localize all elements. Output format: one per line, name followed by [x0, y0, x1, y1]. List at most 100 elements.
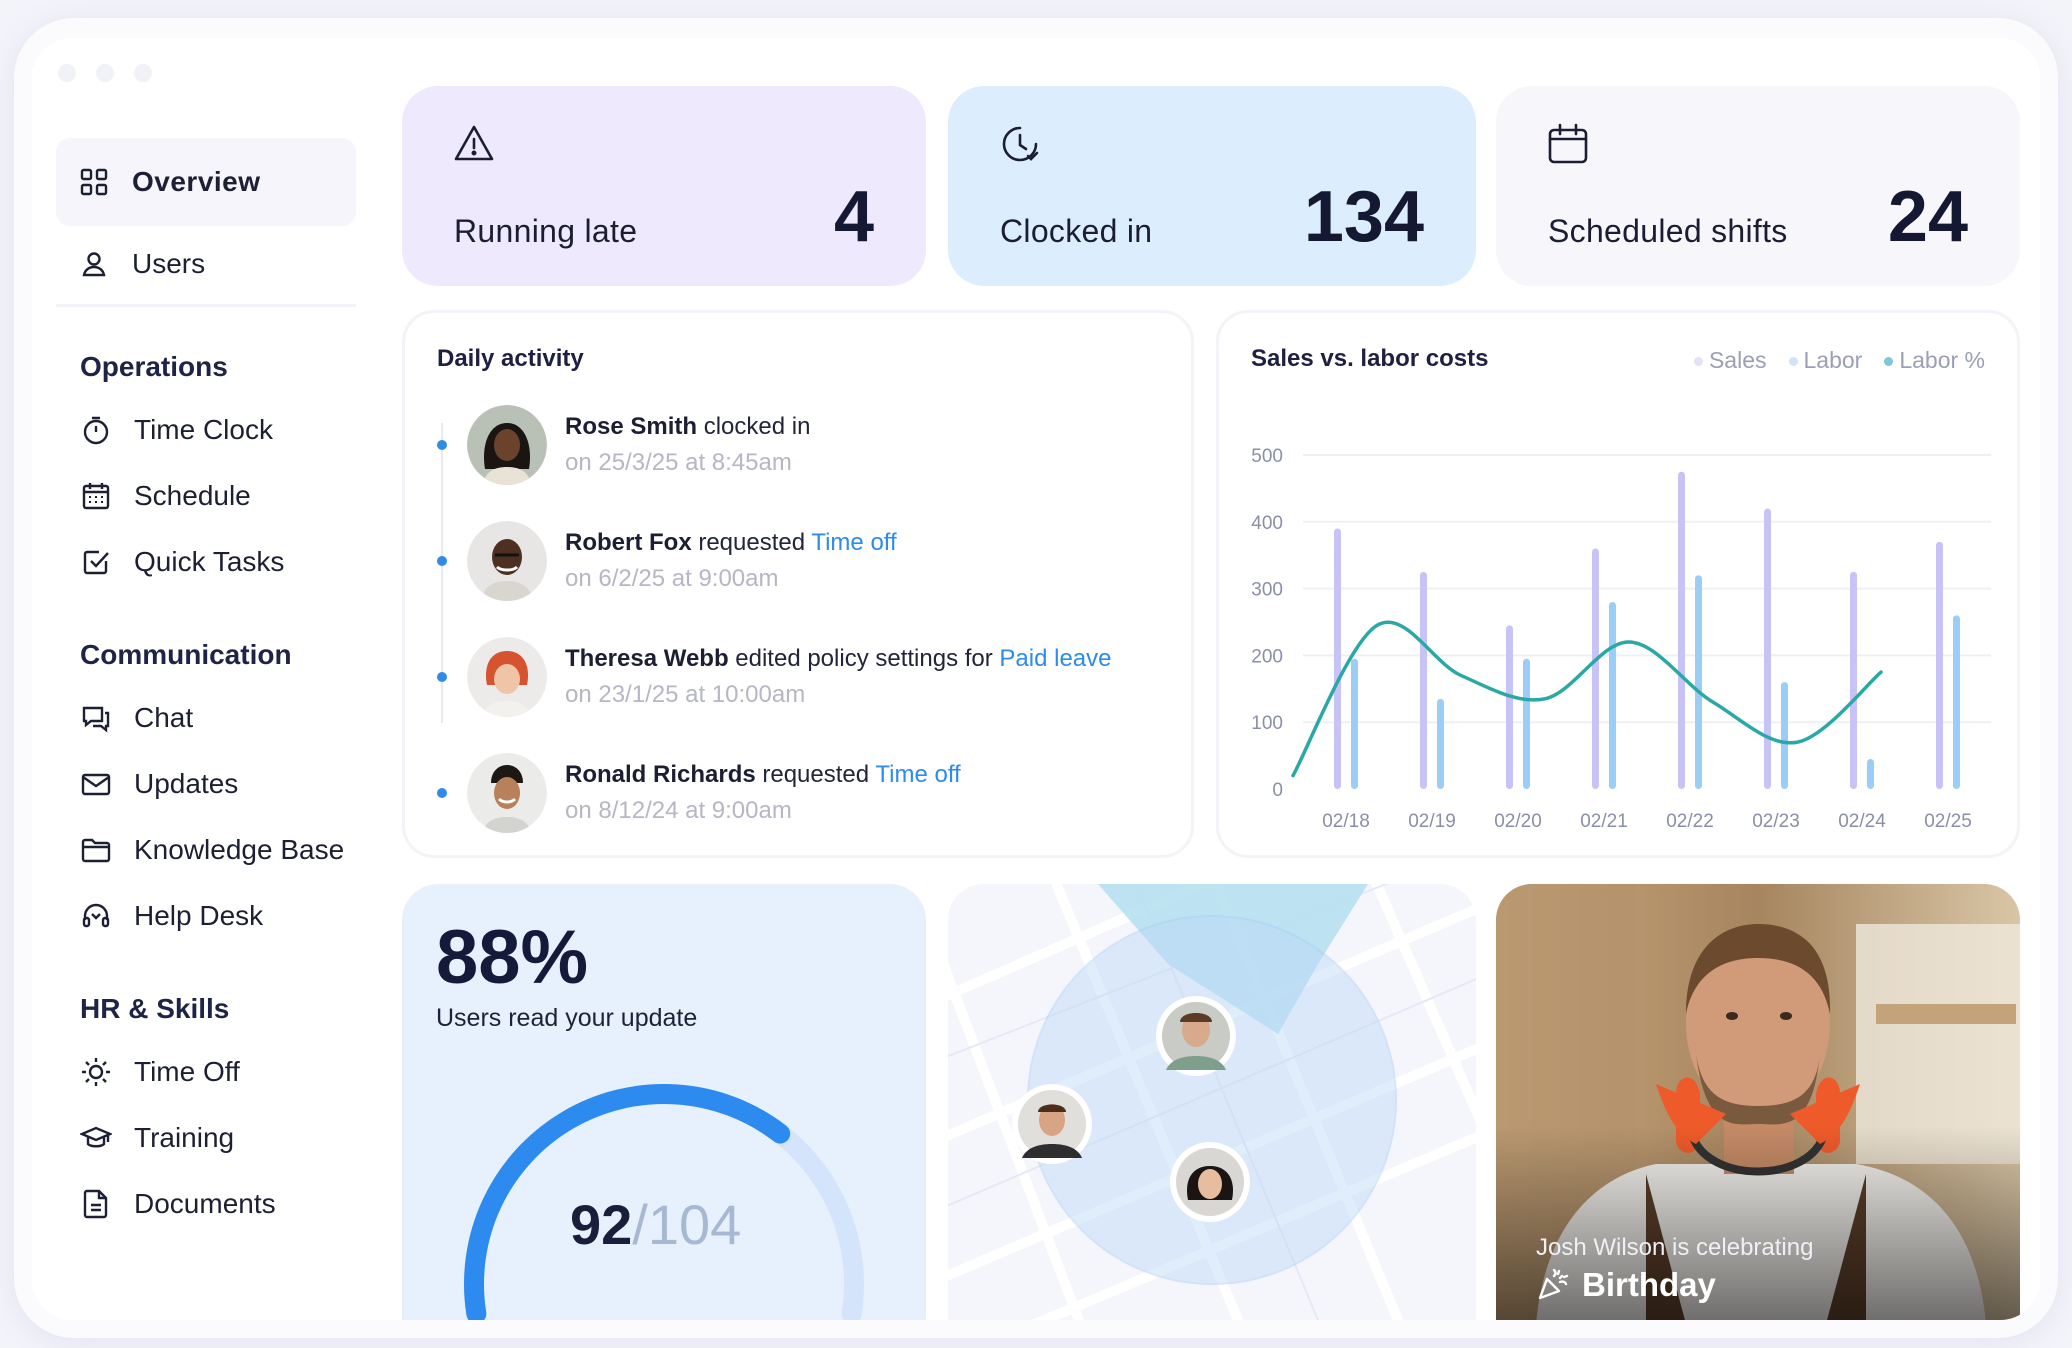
legend-item-sales[interactable]: Sales	[1693, 347, 1767, 374]
checkbox-icon	[83, 550, 109, 575]
sun-icon	[82, 1058, 110, 1086]
activity-link-time-off[interactable]: Time off	[875, 761, 961, 788]
read-update-card[interactable]: 88% Users read your update 92/104	[402, 884, 926, 1320]
bar-labor	[1781, 682, 1788, 789]
sidebar-item-documents[interactable]: Documents	[56, 1171, 356, 1237]
stat-card-scheduled-shifts[interactable]: Scheduled shifts 24	[1496, 86, 2020, 286]
birthday-caption: Josh Wilson is celebrating	[1536, 1234, 1814, 1261]
y-tick-label: 500	[1251, 446, 1283, 467]
mail-icon	[81, 773, 111, 796]
map-avatar-2[interactable]	[1012, 1084, 1092, 1164]
avatar-ronald-richards[interactable]	[467, 753, 547, 833]
activity-date: on 6/2/25 at 9:00am	[565, 565, 779, 592]
birthday-card[interactable]: Josh Wilson is celebrating Birthday	[1496, 884, 2020, 1320]
sidebar-item-chat[interactable]: Chat	[56, 685, 356, 751]
window-dot-close[interactable]	[58, 64, 76, 82]
sidebar-item-updates[interactable]: Updates	[56, 751, 356, 817]
activity-user-name: Theresa Webb	[565, 645, 729, 672]
avatar-robert-fox[interactable]	[467, 521, 547, 601]
headset-icon	[82, 903, 110, 928]
sidebar-item-users[interactable]: Users	[56, 232, 356, 296]
sidebar-item-label: Training	[134, 1122, 235, 1153]
legend-item-labor-pct[interactable]: Labor %	[1884, 347, 1985, 374]
sidebar-item-label: Overview	[132, 166, 261, 197]
stat-label: Running late	[454, 213, 638, 249]
read-progress-gauge	[464, 1084, 864, 1320]
sales-chart-panel: Sales vs. labor costs Sales Labor Labor …	[1216, 310, 2020, 858]
team-map-card[interactable]	[948, 884, 1476, 1320]
line-labor-pct	[1291, 620, 1883, 778]
bar-sales	[1850, 571, 1857, 789]
chart-legend: Sales Labor Labor %	[1693, 347, 1985, 374]
sidebar-item-time-off[interactable]: Time Off	[56, 1039, 356, 1105]
bar-sales	[1592, 548, 1599, 789]
chart-plot: 0 100 200 300 400 500 02/18 02/19 02/20 02/21 02/2…	[1251, 446, 1991, 832]
read-total: /104	[632, 1193, 742, 1256]
app-window: Overview Users Operations Time Clock	[32, 38, 2040, 1320]
sidebar-divider	[56, 304, 356, 307]
sidebar: Overview Users Operations Time Clock	[56, 138, 356, 1237]
window-dot-maximize[interactable]	[134, 64, 152, 82]
sidebar-item-quick-tasks[interactable]: Quick Tasks	[56, 529, 356, 595]
activity-item[interactable]: Theresa Webb edited policy settings for …	[437, 637, 1112, 717]
bar-sales	[1936, 541, 1943, 789]
timeline-line	[441, 423, 443, 723]
bar-sales	[1764, 508, 1771, 789]
read-percent: 88%	[436, 915, 589, 1000]
stat-card-clocked-in[interactable]: Clocked in 134	[948, 86, 1476, 286]
activity-link-paid-leave[interactable]: Paid leave	[999, 645, 1112, 672]
x-tick-label: 02/20	[1494, 811, 1542, 832]
sidebar-item-label: Schedule	[134, 480, 251, 511]
x-tick-label: 02/21	[1580, 811, 1628, 832]
activity-date: on 25/3/25 at 8:45am	[565, 449, 792, 476]
activity-action: edited policy settings for	[728, 645, 1000, 672]
sidebar-item-schedule[interactable]: Schedule	[56, 463, 356, 529]
timeline-dot	[437, 556, 447, 566]
x-tick-label: 02/19	[1408, 811, 1456, 832]
activity-text: Rose Smith clocked in	[565, 413, 810, 441]
avatar-theresa-webb[interactable]	[467, 637, 547, 717]
sidebar-section-hr-skills: HR & Skills	[80, 993, 230, 1024]
map-view[interactable]	[948, 884, 1476, 1320]
birthday-title: Birthday	[1536, 1266, 1716, 1304]
x-tick-label: 02/25	[1924, 811, 1972, 832]
chart-title: Sales vs. labor costs	[1251, 345, 1489, 372]
bar-labor	[1695, 575, 1702, 789]
stat-value: 4	[833, 177, 874, 257]
sidebar-item-training[interactable]: Training	[56, 1105, 356, 1171]
document-icon	[83, 1189, 108, 1219]
activity-item[interactable]: Robert Fox requested Time off on 6/2/25 …	[437, 521, 897, 601]
y-tick-label: 400	[1251, 513, 1283, 534]
map-avatar-1[interactable]	[1156, 996, 1236, 1076]
activity-date: on 8/12/24 at 9:00am	[565, 797, 792, 824]
stat-card-running-late[interactable]: Running late 4	[402, 86, 926, 286]
activity-link-time-off[interactable]: Time off	[811, 529, 897, 556]
read-count: 92	[570, 1193, 633, 1256]
sidebar-item-help-desk[interactable]: Help Desk	[56, 883, 356, 949]
read-ratio: 92/104	[570, 1192, 741, 1257]
sidebar-item-label: Knowledge Base	[134, 834, 345, 865]
bar-sales	[1678, 471, 1685, 789]
chat-icon	[82, 706, 110, 733]
bar-sales	[1334, 528, 1341, 789]
folder-icon	[81, 838, 111, 863]
sidebar-item-label: Documents	[134, 1188, 276, 1219]
activity-item[interactable]: Rose Smith clocked in on 25/3/25 at 8:45…	[437, 405, 810, 485]
y-tick-label: 0	[1272, 780, 1283, 801]
x-tick-label: 02/24	[1838, 811, 1886, 832]
activity-date: on 23/1/25 at 10:00am	[565, 681, 806, 708]
map-avatar-3[interactable]	[1170, 1142, 1250, 1222]
clock-icon	[1002, 126, 1039, 162]
y-tick-label: 300	[1251, 580, 1283, 601]
legend-item-labor[interactable]: Labor	[1788, 347, 1862, 374]
birthday-photo	[1496, 884, 2020, 1320]
window-dot-minimize[interactable]	[96, 64, 114, 82]
sidebar-item-label: Chat	[134, 702, 194, 733]
timeline-dot	[437, 788, 447, 798]
sidebar-item-overview[interactable]: Overview	[56, 138, 356, 226]
activity-item[interactable]: Ronald Richards requested Time off on 8/…	[437, 753, 961, 833]
avatar-rose-smith[interactable]	[467, 405, 547, 485]
sidebar-item-time-clock[interactable]: Time Clock	[56, 397, 356, 463]
read-label: Users read your update	[436, 1004, 698, 1032]
sidebar-item-knowledge-base[interactable]: Knowledge Base	[56, 817, 356, 883]
